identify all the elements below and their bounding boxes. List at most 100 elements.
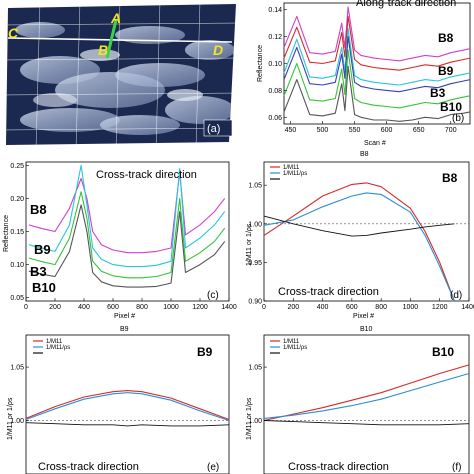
panel-d-band: B8 <box>442 171 458 185</box>
panel-c-xtick-label: 0 <box>24 304 28 311</box>
panel-d-ytick-label: 0.90 <box>248 299 262 306</box>
panel-b-xtick-label: 600 <box>381 127 393 134</box>
panel-f-ytick-label: 1.05 <box>248 365 262 372</box>
panel-c-xtick-label: 1200 <box>192 304 208 311</box>
panel-c: 0.05 0.10 0.15 0.20 0.25 0 200 400 600 800 1000 120… <box>3 161 237 320</box>
panel-c-band-b10: B10 <box>32 280 56 295</box>
panel-d-xtick-label: 1400 <box>461 304 474 311</box>
panel-b-series-blue <box>283 36 471 93</box>
panel-e-series-black <box>25 422 230 427</box>
point-label-c: C <box>8 25 19 41</box>
panel-c-title: Cross-track direction <box>96 169 197 181</box>
panel-e-plot-area: 1.00 1.05 <box>10 365 230 427</box>
panel-d-series-black <box>263 215 455 237</box>
panel-b-series-b10 <box>283 65 471 122</box>
panel-c-xlabel: Pixel # <box>114 313 135 320</box>
panel-c-tag: (c) <box>207 290 219 301</box>
panel-b-ylabel: Reflectance <box>257 45 264 82</box>
panel-e: 1.00 1.05 B9 Cross-track direction (e) 1/… <box>7 326 230 474</box>
panel-e-tag: (e) <box>207 462 219 473</box>
panel-b-ytick-label: 0.12 <box>268 34 282 41</box>
panel-d-xtick-label: 1200 <box>432 304 448 311</box>
panel-b-xtick-label: 500 <box>317 127 329 134</box>
panel-c-series-b10 <box>28 204 226 288</box>
panel-b-ytick-label: 0.08 <box>268 88 282 95</box>
panel-b-xtick-label: 550 <box>349 127 361 134</box>
panel-b-tag: (b) <box>452 113 464 124</box>
panel-e-legend-m11: 1/M11 <box>46 339 63 345</box>
panel-d-legend: 1/M11 1/M11/ρs <box>270 165 307 180</box>
panel-c-band-b8: B8 <box>30 202 47 217</box>
panel-b-series-red <box>283 15 471 71</box>
panel-d-subtitle: Cross-track direction <box>278 286 379 298</box>
panel-f-ylabel: 1/M11 or 1/ρs <box>246 397 253 440</box>
panel-b-band-b8: B8 <box>438 31 454 45</box>
panel-e-series-1-m11-s <box>25 392 230 422</box>
panel-c-series-b3 <box>28 191 226 279</box>
panel-b-series-b8 <box>283 6 471 62</box>
panel-e-legend: 1/M11 1/M11/ρs <box>33 339 70 354</box>
panel-d-series-1-m11 <box>263 182 455 302</box>
panel-c-ytick-label: 0.10 <box>10 262 24 269</box>
panel-c-band-b9: B9 <box>34 242 51 257</box>
panel-c-band-b3: B3 <box>30 264 47 279</box>
panel-f-subtitle: Cross-track direction <box>288 461 389 473</box>
point-label-a: A <box>110 10 121 26</box>
panel-d-top-label: B8 <box>360 151 369 158</box>
panel-b-title: Along-track direction <box>356 0 456 9</box>
panel-f-series-1-m11 <box>263 364 470 422</box>
panel-d-ylabel: 1/M11 or 1/ρs <box>246 223 253 266</box>
panel-c-series-b8 <box>28 171 226 254</box>
cross-track-line-cd <box>7 37 233 43</box>
panel-f-ytick-label: 1.00 <box>248 418 262 425</box>
panel-d-xlabel: Pixel # <box>353 313 374 320</box>
panel-d-series-1-m11-s <box>263 192 455 302</box>
panel-f-legend-m11: 1/M11 <box>283 339 300 345</box>
panel-f-tag: (f) <box>452 462 461 473</box>
panel-b-ytick-label: 0.06 <box>268 115 282 122</box>
panel-d-legend-m11-rhos: 1/M11/ρs <box>283 171 307 177</box>
panel-d-tag: (d) <box>450 290 462 301</box>
panel-e-series-1-m11 <box>25 390 230 421</box>
panel-f-frame <box>263 334 470 474</box>
panel-f-band: B10 <box>432 345 454 359</box>
panel-e-subtitle: Cross-track direction <box>38 461 139 473</box>
panel-c-xtick-label: 1400 <box>221 304 237 311</box>
panel-c-frame <box>25 161 230 302</box>
panel-f-legend: 1/M11 1/M11/ρs <box>270 339 307 354</box>
panel-d-xtick-label: 600 <box>346 304 358 311</box>
panel-b-series-b3 <box>283 49 471 109</box>
panel-d-plot-area: 0.90 0.95 1.00 1.05 0 200 400 600 800 1000 1200 140… <box>248 182 474 311</box>
panel-e-ylabel: 1/M11 or 1/ρs <box>7 397 14 440</box>
panel-e-legend-m11-rhos: 1/M11/ρs <box>46 345 70 351</box>
panel-e-ytick-label: 1.00 <box>10 418 24 425</box>
panel-d-xtick-label: 200 <box>287 304 299 311</box>
panel-e-top-label: B9 <box>120 326 129 333</box>
panel-d-xtick-label: 1000 <box>403 304 419 311</box>
lat-lon-grid <box>6 4 236 145</box>
panel-b-xtick-label: 450 <box>285 127 297 134</box>
panel-b-band-b10: B10 <box>440 100 462 114</box>
panel-e-frame <box>25 334 230 474</box>
panel-f-series-1-m11-s <box>263 372 470 419</box>
panel-c-ytick-label: 0.20 <box>10 196 24 203</box>
panel-d-xtick-label: 400 <box>317 304 329 311</box>
panel-c-series-b9 <box>28 164 226 268</box>
panel-c-plot-area: 0.05 0.10 0.15 0.20 0.25 0 200 400 600 800 1000 120… <box>10 163 237 311</box>
panel-d-xtick-label: 800 <box>375 304 387 311</box>
panel-c-xtick-label: 1000 <box>163 304 179 311</box>
panel-b-xtick-label: 650 <box>413 127 425 134</box>
panel-c-ytick-label: 0.15 <box>10 229 24 236</box>
point-label-d: D <box>213 42 223 58</box>
panel-b-ytick-label: 0.14 <box>268 7 282 14</box>
panel-c-xtick-label: 200 <box>49 304 61 311</box>
panel-c-xtick-label: 400 <box>78 304 90 311</box>
panel-c-xtick-label: 600 <box>107 304 119 311</box>
panel-f-plot-area: 1.00 1.05 <box>248 364 470 426</box>
panel-a: A B C D (a) <box>6 4 236 145</box>
panel-b-band-b3: B3 <box>430 86 446 100</box>
panel-f: 1.00 1.05 B10 Cross-track direction (f) 1… <box>246 326 470 474</box>
panel-c-xtick-label: 800 <box>136 304 148 311</box>
panel-c-ylabel: Reflectance <box>3 215 10 252</box>
